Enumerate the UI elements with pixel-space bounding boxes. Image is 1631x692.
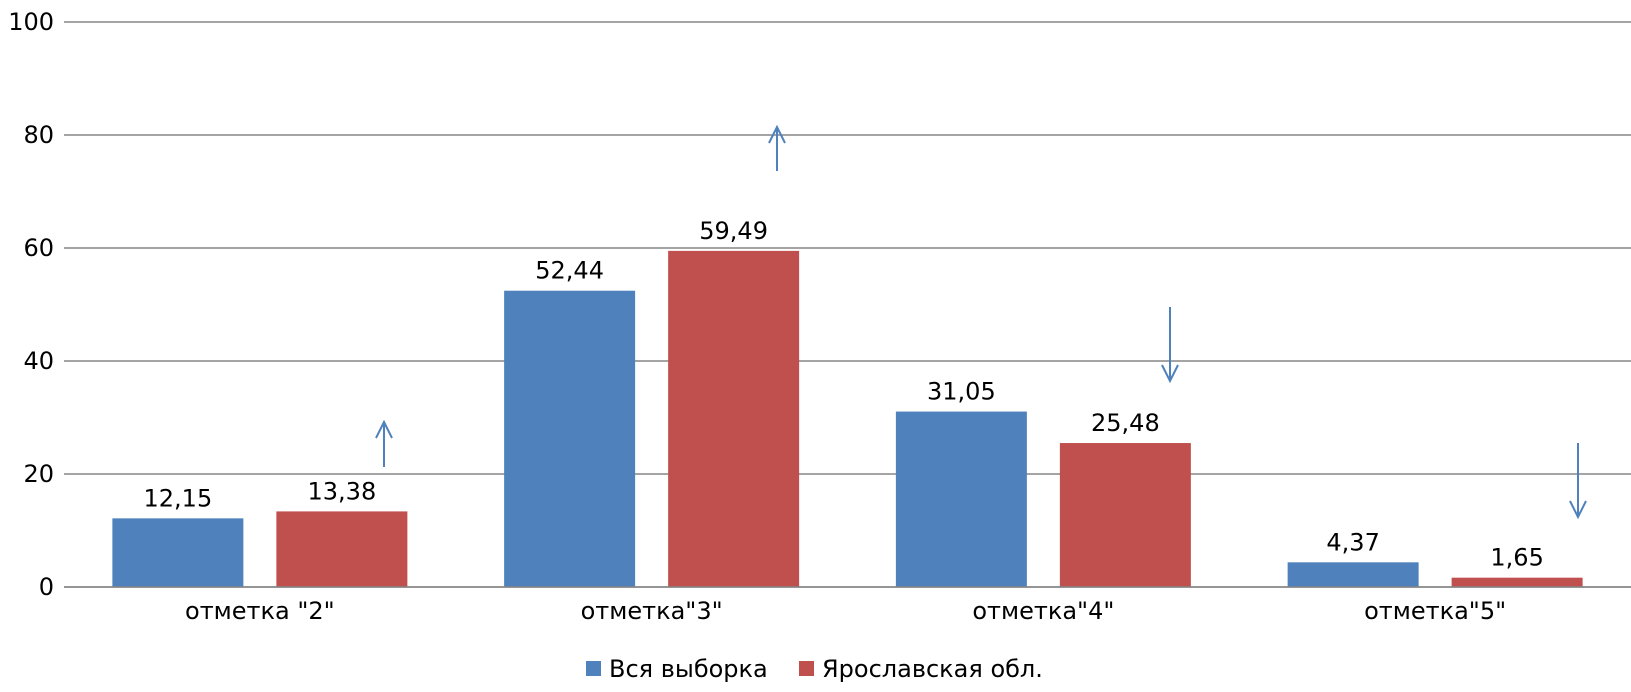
- data-label: 13,38: [308, 477, 377, 505]
- bar: [668, 250, 800, 587]
- x-tick-label: отметка "2": [185, 597, 335, 625]
- bar: [1059, 443, 1191, 587]
- data-label: 52,44: [535, 257, 604, 285]
- x-tick-label: отметка"3": [581, 597, 723, 625]
- bar: [276, 511, 408, 587]
- arrow-down-icon: [1161, 307, 1179, 384]
- y-tick-label: 40: [23, 347, 54, 375]
- bar: [895, 411, 1027, 587]
- bar: [112, 518, 244, 587]
- arrow-up-icon: [375, 419, 393, 467]
- arrow-up-icon: [768, 124, 786, 171]
- legend-swatch: [586, 661, 601, 676]
- arrow-down-icon: [1569, 443, 1587, 520]
- x-tick-label: отметка"5": [1364, 597, 1506, 625]
- data-label: 59,49: [699, 217, 768, 245]
- y-tick-label: 80: [23, 121, 54, 149]
- legend-label: Ярославская обл.: [822, 655, 1043, 683]
- data-label: 4,37: [1326, 528, 1379, 556]
- bar: [1451, 577, 1583, 587]
- y-tick-label: 60: [23, 234, 54, 262]
- bar: [504, 290, 636, 587]
- data-label: 25,48: [1091, 409, 1160, 437]
- y-tick-label: 100: [8, 8, 54, 36]
- x-tick-label: отметка"4": [972, 597, 1114, 625]
- y-tick-label: 20: [23, 460, 54, 488]
- data-label: 31,05: [927, 378, 996, 406]
- legend-swatch: [799, 661, 814, 676]
- y-tick-label: 0: [39, 573, 54, 601]
- data-label: 12,15: [144, 484, 213, 512]
- legend-label: Вся выборка: [609, 655, 768, 683]
- data-label: 1,65: [1490, 544, 1543, 572]
- bar: [1287, 562, 1419, 587]
